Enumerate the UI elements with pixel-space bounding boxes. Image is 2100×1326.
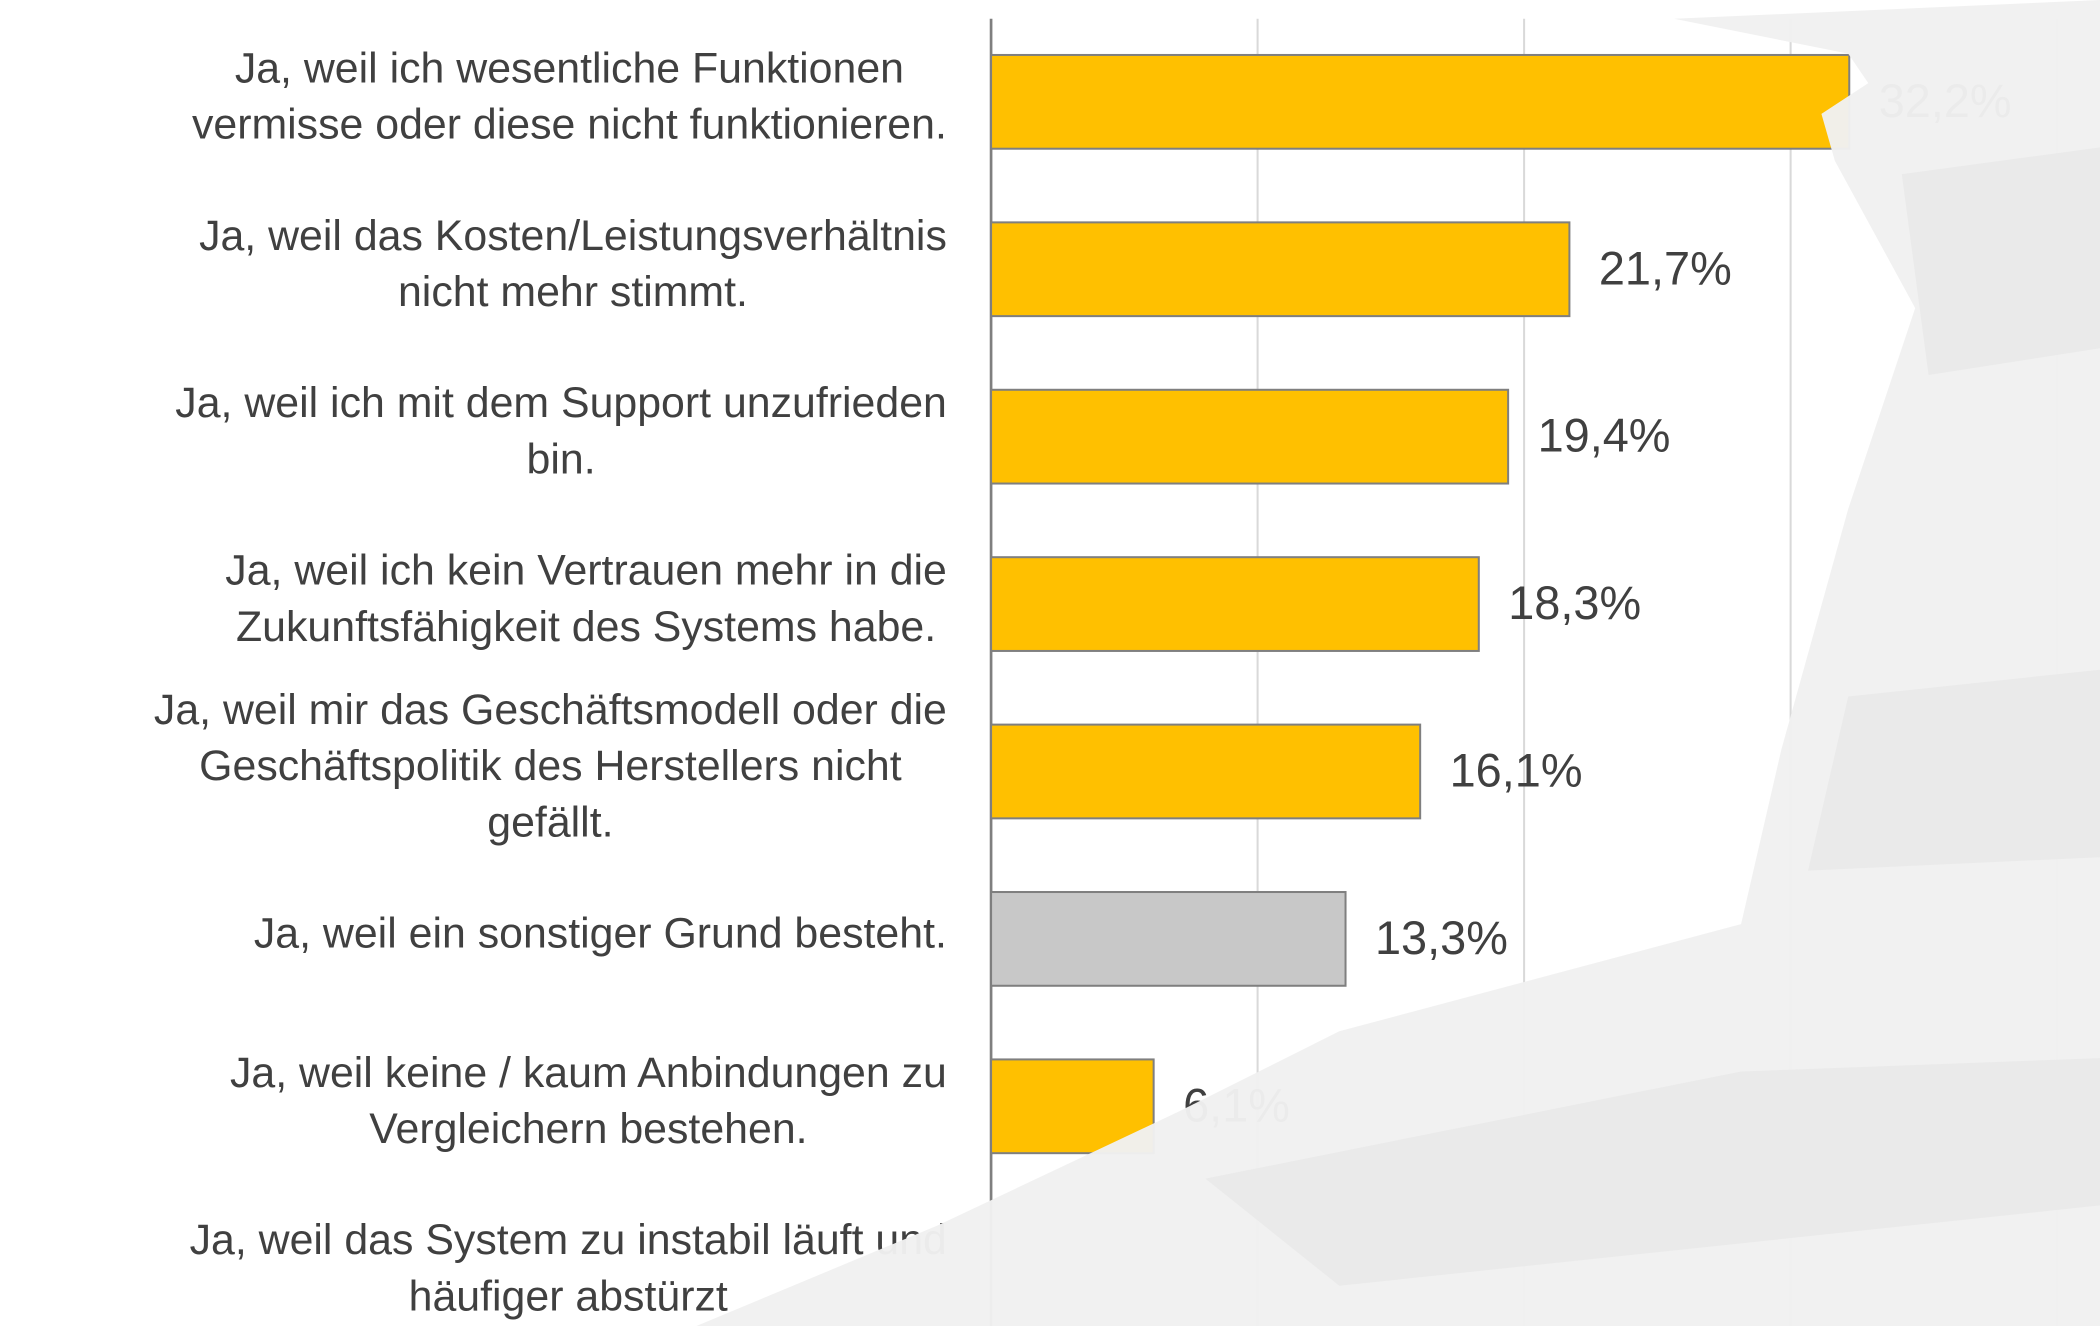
- brush-texture: [1205, 147, 2100, 1286]
- category-label-line: Geschäftspolitik des Herstellers nicht: [199, 742, 902, 790]
- bar: [990, 53, 1851, 150]
- category-label: Ja, weil ich mit dem Support unzufrieden…: [175, 379, 947, 483]
- bar: [990, 388, 1510, 485]
- category-label-line: Ja, weil mir das Geschäftsmodell oder di…: [154, 686, 947, 734]
- category-label-line: Vergleichern bestehen.: [369, 1105, 807, 1153]
- value-label: 16,1%: [1450, 745, 1583, 797]
- bar: [990, 891, 1347, 987]
- category-label-line: Zukunftsfähigkeit des Systems habe.: [236, 603, 936, 651]
- category-label-line: Ja, weil ich kein Vertrauen mehr in die: [225, 547, 947, 595]
- value-label: 18,3%: [1508, 577, 1641, 629]
- category-label-line: Ja, weil ich mit dem Support unzufrieden: [175, 379, 947, 427]
- category-label-line: bin.: [527, 435, 596, 483]
- category-label: Ja, weil ich kein Vertrauen mehr in die Z…: [225, 547, 947, 651]
- category-label-line: vermisse oder diese nicht funktionieren.: [192, 101, 947, 149]
- value-label: 21,7%: [1599, 242, 1732, 294]
- value-label: 19,4%: [1538, 410, 1671, 462]
- category-label-line: Ja, weil keine / kaum Anbindungen zu: [230, 1049, 947, 1097]
- category-label-line: Ja, weil das System zu instabil läuft un…: [190, 1216, 947, 1264]
- bar: [990, 723, 1422, 820]
- category-label: Ja, weil das System zu instabil läuft un…: [190, 1216, 947, 1320]
- category-label-line: Ja, weil ich wesentliche Funktionen: [235, 44, 904, 92]
- category-label-line: gefällt.: [487, 798, 613, 846]
- bar: [990, 556, 1480, 652]
- category-label: Ja, weil das Kosten/Leistungsverhältnis n…: [199, 212, 947, 316]
- category-label: Ja, weil ich wesentliche Funktionen vermi…: [192, 44, 947, 148]
- value-label: 13,3%: [1375, 912, 1508, 964]
- category-label: Ja, weil keine / kaum Anbindungen zu Verg…: [230, 1049, 947, 1153]
- category-label-line: nicht mehr stimmt.: [398, 268, 748, 316]
- bar: [990, 221, 1571, 318]
- category-label-line: häufiger abstürzt: [409, 1272, 728, 1320]
- category-label-line: Ja, weil das Kosten/Leistungsverhältnis: [199, 212, 947, 260]
- category-label-line: Ja, weil ein sonstiger Grund besteht.: [254, 910, 947, 958]
- category-label: Ja, weil mir das Geschäftsmodell oder di…: [154, 686, 947, 847]
- brush-overlay: [696, 0, 2100, 1326]
- category-label: Ja, weil ein sonstiger Grund besteht.: [254, 910, 947, 958]
